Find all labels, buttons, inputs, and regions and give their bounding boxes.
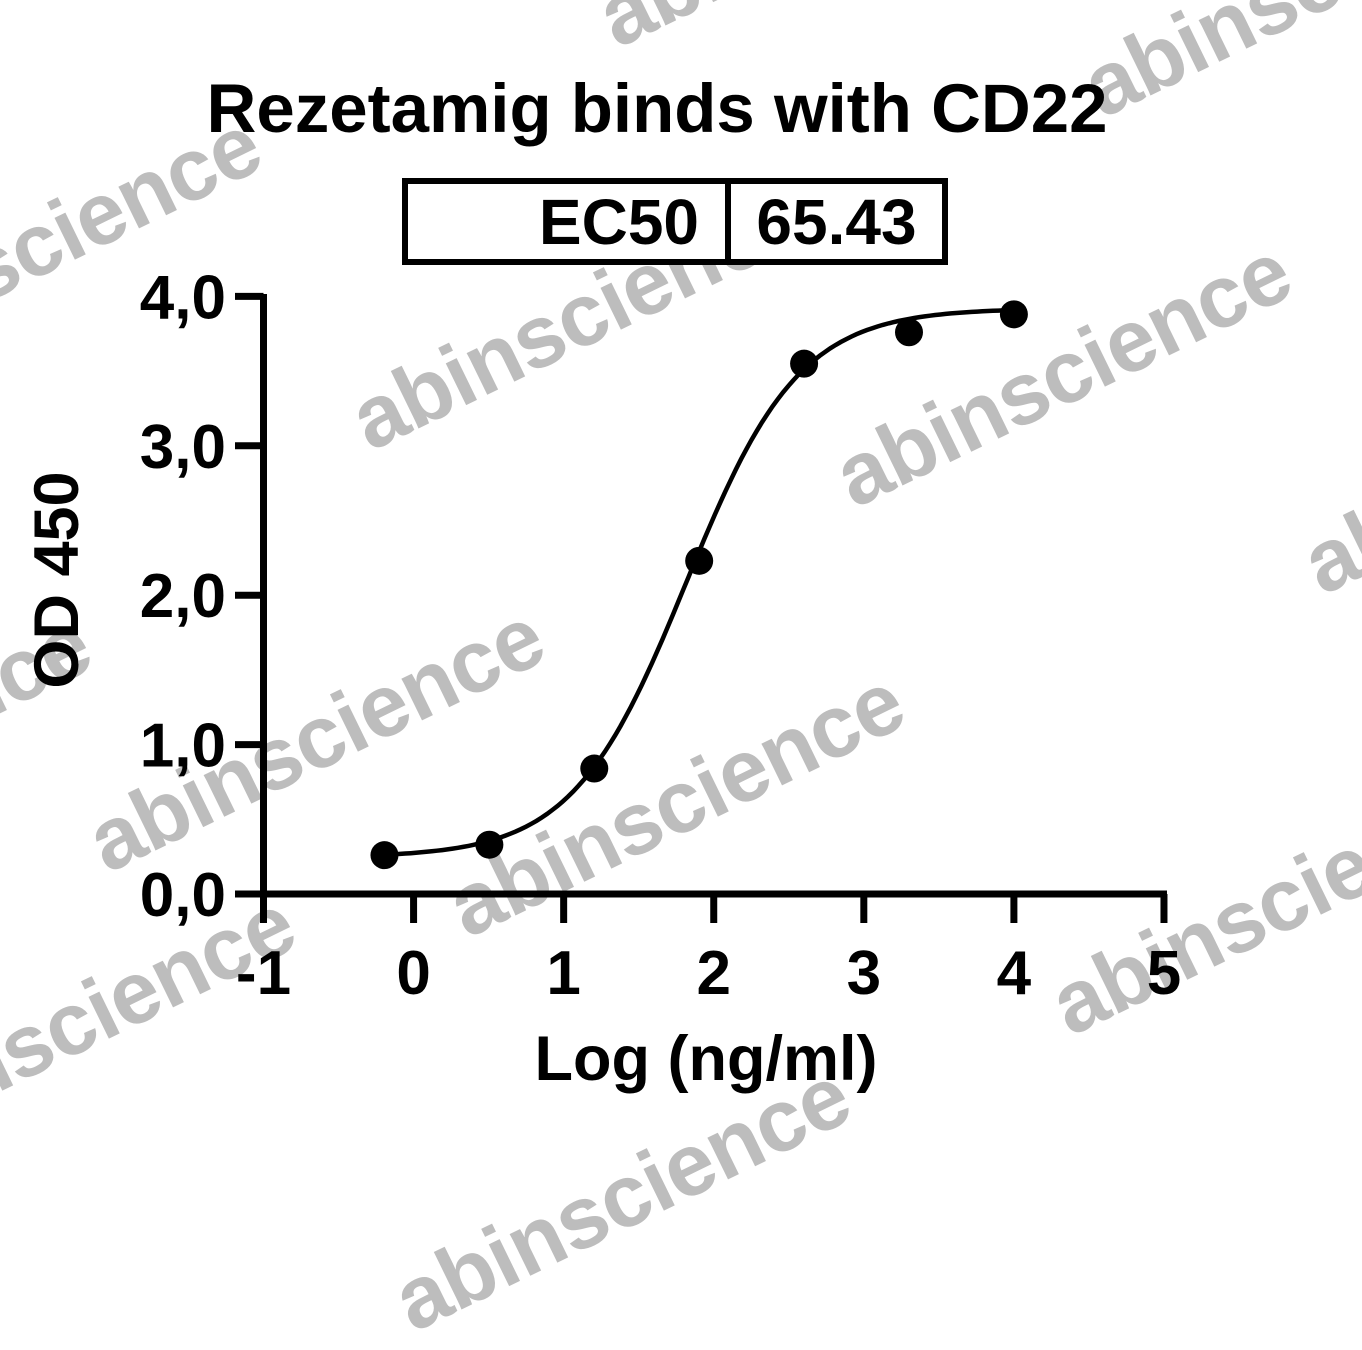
data-point [685, 546, 714, 575]
data-point [790, 349, 819, 378]
chart-title: Rezetamig binds with CD22 [206, 70, 1108, 147]
x-tick-label: -1 [236, 939, 291, 1008]
x-axis-title: Log (ng/ml) [535, 1024, 878, 1094]
dose-response-plot: 0,0 1,0 2,0 3,0 4,0 -1 0 1 2 3 4 5 Log (ng/ml) OD 450 [22, 263, 1181, 1094]
x-tick-label: 4 [997, 939, 1032, 1008]
x-tick-label: 5 [1147, 939, 1181, 1008]
y-axis-title: OD 450 [22, 471, 92, 688]
data-point [580, 754, 609, 783]
data-point [370, 841, 399, 870]
data-point [999, 300, 1028, 329]
ec50-table: EC50 65.43 [402, 178, 948, 265]
data-point [894, 318, 923, 347]
y-tick-label: 1,0 [140, 712, 226, 781]
x-tick-label: 0 [396, 939, 430, 1008]
x-tick-label: 2 [696, 939, 730, 1008]
ec50-label-cell: EC50 [538, 185, 699, 258]
x-tick-label: 3 [847, 939, 881, 1008]
y-tick-label: 4,0 [140, 263, 226, 332]
y-tick-label: 2,0 [140, 562, 226, 631]
y-tick-label: 0,0 [140, 861, 226, 930]
y-tick-label: 3,0 [140, 413, 226, 482]
data-point [475, 830, 504, 859]
ec50-value-cell: 65.43 [725, 184, 942, 259]
x-tick-label: 1 [546, 939, 580, 1008]
fit-curve [382, 307, 1017, 857]
